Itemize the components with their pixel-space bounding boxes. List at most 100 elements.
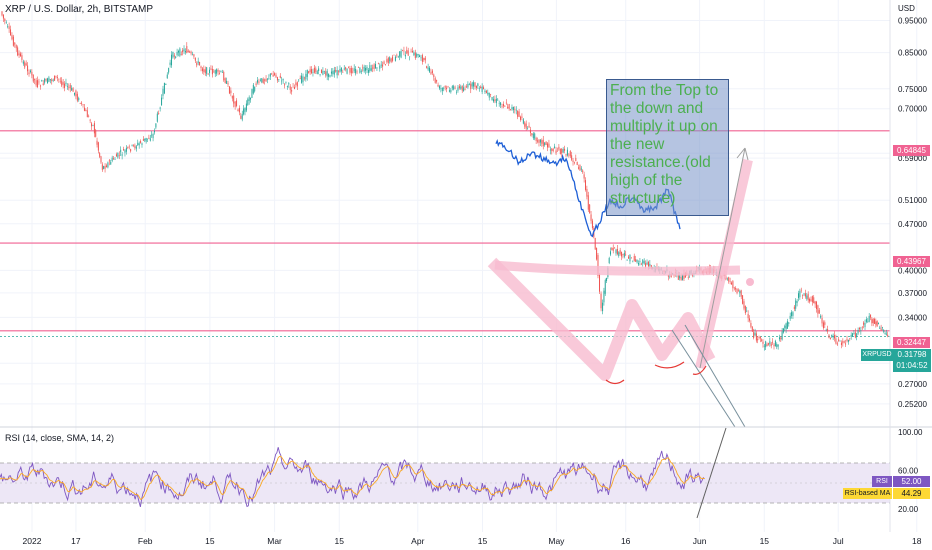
candle-body bbox=[443, 88, 445, 89]
candle-body bbox=[423, 58, 425, 61]
candle-body bbox=[450, 89, 452, 93]
candle-body bbox=[498, 103, 500, 104]
note-box bbox=[606, 79, 729, 216]
y-tick-label: 0.37000 bbox=[898, 289, 927, 298]
x-tick-label: 17 bbox=[71, 536, 81, 546]
candle-body bbox=[62, 82, 64, 85]
candle-body bbox=[298, 79, 300, 81]
candle-body bbox=[870, 314, 872, 318]
y-tick-label: 0.34000 bbox=[898, 313, 927, 322]
pink-arrow-drawing bbox=[695, 158, 753, 370]
candle-body bbox=[240, 115, 242, 119]
x-tick-label: 15 bbox=[760, 536, 770, 546]
candle-body bbox=[190, 51, 192, 54]
rsi-arrow-drawing bbox=[696, 427, 727, 519]
candle-body bbox=[746, 310, 748, 312]
candle-body bbox=[366, 66, 368, 71]
candle-body bbox=[474, 82, 476, 87]
candle-body bbox=[169, 62, 171, 65]
candle-body bbox=[111, 157, 113, 161]
candle-body bbox=[191, 54, 193, 56]
y-tick-label: 0.70000 bbox=[898, 105, 927, 114]
candle-body bbox=[508, 104, 510, 109]
candle-body bbox=[383, 61, 385, 65]
candle-body bbox=[821, 317, 823, 324]
candle-body bbox=[426, 66, 428, 69]
candle-body bbox=[831, 334, 833, 337]
candle-body bbox=[348, 67, 349, 69]
candle-body bbox=[758, 337, 760, 338]
candle-body bbox=[282, 78, 284, 81]
candle-body bbox=[564, 148, 566, 151]
candle-body bbox=[488, 92, 490, 98]
candle-body bbox=[817, 305, 819, 314]
candle-body bbox=[431, 70, 433, 74]
candle-body bbox=[14, 42, 16, 45]
candle-body bbox=[816, 301, 818, 310]
candle-body bbox=[566, 149, 568, 156]
candle-body bbox=[231, 95, 233, 99]
candle-body bbox=[48, 77, 50, 82]
candle-body bbox=[120, 149, 122, 153]
candle-body bbox=[547, 143, 549, 148]
candle-body bbox=[393, 54, 395, 56]
candle-body bbox=[152, 134, 154, 139]
candle-body bbox=[1, 11, 3, 16]
candle-body bbox=[350, 68, 352, 74]
candle-body bbox=[586, 189, 588, 197]
candle-body bbox=[301, 75, 303, 83]
candle-body bbox=[377, 63, 379, 64]
candle-body bbox=[203, 69, 205, 72]
candle-body bbox=[580, 168, 582, 170]
candle-body bbox=[34, 78, 36, 81]
candle-body bbox=[207, 74, 209, 75]
candle-body bbox=[799, 290, 801, 298]
candle-body bbox=[258, 81, 260, 83]
candle-body bbox=[877, 322, 879, 324]
candle-body bbox=[615, 249, 617, 254]
candle-body bbox=[814, 301, 816, 305]
candle-body bbox=[132, 144, 134, 146]
candle-body bbox=[562, 148, 564, 153]
candle-body bbox=[782, 328, 784, 333]
candle-body bbox=[179, 48, 181, 56]
candle-body bbox=[32, 74, 34, 82]
y-tick-label: 0.27000 bbox=[898, 380, 927, 389]
candle-body bbox=[556, 150, 558, 152]
candle-body bbox=[29, 70, 31, 73]
candle-body bbox=[608, 258, 610, 264]
candle-body bbox=[363, 66, 365, 72]
candle-body bbox=[521, 116, 523, 118]
candle-body bbox=[254, 86, 256, 92]
candle-body bbox=[305, 73, 307, 80]
candle-body bbox=[335, 70, 337, 72]
x-tick-label: Feb bbox=[138, 536, 153, 546]
candle-body bbox=[272, 74, 274, 77]
x-tick-label: 15 bbox=[478, 536, 488, 546]
candle-body bbox=[248, 97, 250, 101]
candle-body bbox=[549, 149, 551, 151]
candle-body bbox=[793, 306, 795, 309]
candle-body bbox=[520, 116, 522, 120]
candle-body bbox=[343, 68, 345, 70]
candle-body bbox=[604, 280, 606, 294]
candle-body bbox=[108, 160, 110, 162]
candle-body bbox=[323, 70, 325, 72]
candle-body bbox=[565, 154, 567, 156]
candle-body bbox=[196, 62, 198, 66]
candle-body bbox=[829, 337, 831, 340]
candle-body bbox=[171, 54, 173, 66]
candle-body bbox=[502, 103, 504, 107]
candle-body bbox=[276, 77, 278, 81]
candle-body bbox=[744, 306, 746, 314]
candle-body bbox=[622, 253, 624, 255]
candle-body bbox=[409, 56, 411, 58]
x-tick-label: 18 bbox=[912, 536, 922, 546]
candle-body bbox=[159, 107, 161, 109]
candle-body bbox=[473, 82, 475, 87]
candle-body bbox=[876, 320, 878, 327]
candle-body bbox=[649, 263, 651, 266]
candle-body bbox=[131, 144, 133, 146]
candle-body bbox=[820, 315, 822, 318]
candle-body bbox=[99, 153, 101, 157]
